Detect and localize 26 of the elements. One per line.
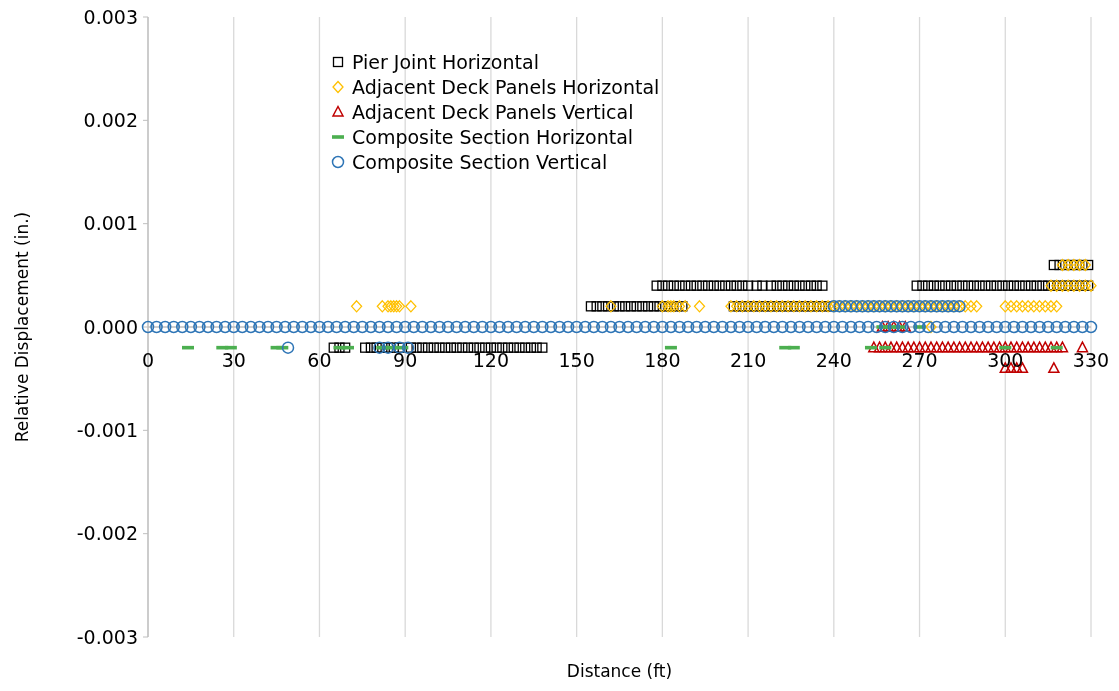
y-tick-label: 0.000: [83, 315, 138, 338]
y-tick-label: 0.003: [83, 5, 138, 28]
x-tick-label: 300: [987, 349, 1024, 371]
legend-label: Adjacent Deck Panels Horizontal: [352, 75, 660, 98]
x-axis-title: Distance (ft): [566, 661, 673, 681]
x-tick-label: 60: [307, 349, 332, 371]
x-tick-label: 120: [472, 349, 510, 371]
legend-label: Adjacent Deck Panels Vertical: [352, 100, 634, 123]
x-tick-label: 30: [221, 349, 246, 371]
y-tick-label: -0.001: [76, 418, 138, 441]
x-tick-label: 150: [558, 349, 595, 371]
y-axis-title: Relative Displacement (in.): [12, 211, 32, 443]
legend-label: Composite Section Horizontal: [352, 125, 634, 148]
y-tick-label: -0.002: [76, 522, 138, 545]
y-tick-label: 0.002: [83, 108, 138, 131]
y-tick-label: 0.001: [83, 212, 138, 235]
x-tick-label: 0: [141, 349, 155, 371]
x-tick-label: 240: [815, 349, 852, 371]
legend-label: Composite Section Vertical: [352, 150, 608, 173]
y-tick-label: -0.003: [76, 625, 138, 648]
x-tick-label: 210: [729, 349, 767, 371]
x-tick-label: 180: [644, 349, 681, 371]
x-tick-label: 90: [393, 349, 418, 371]
legend-label: Pier Joint Horizontal: [352, 50, 539, 73]
x-tick-label: 270: [901, 349, 938, 371]
x-tick-label: 330: [1072, 349, 1110, 371]
